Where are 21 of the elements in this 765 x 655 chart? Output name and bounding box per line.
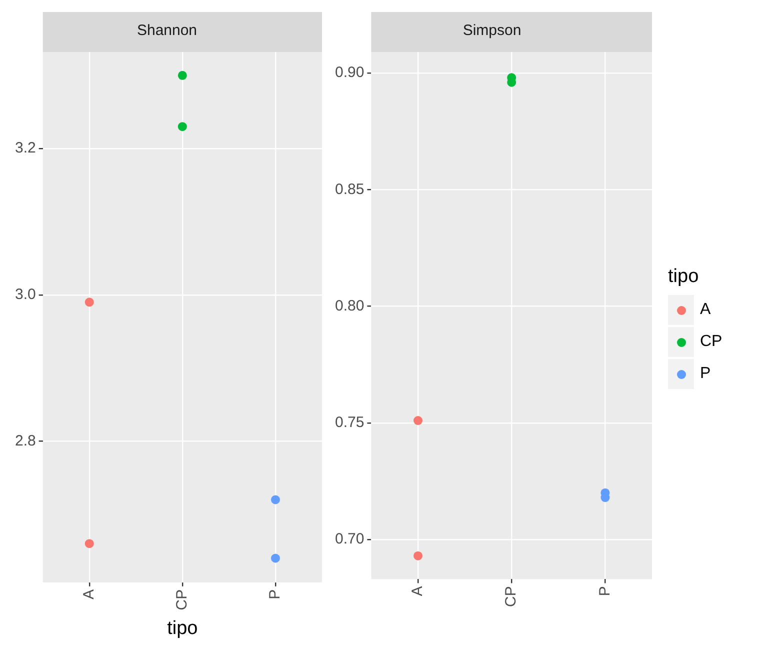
x-tick-label: A [80,589,98,600]
x-tick-label: CP [174,589,191,610]
x-tick-label: A [409,586,426,596]
legend-label: CP [700,333,722,351]
x-axis-title: tipo [167,618,198,639]
y-tick-label: 0.75 [334,414,364,432]
chart-title: Simpson [462,22,522,40]
chart-title: Shannon [136,22,198,40]
y-tick-label: 0.80 [334,297,364,314]
y-tick-label: 0.90 [334,64,364,82]
y-tick-label: 3.0 [14,286,36,304]
legend-title: tipo [668,266,700,288]
y-tick-label: 0.85 [334,180,364,198]
legend-label: P [700,365,711,383]
x-tick-label: CP [502,586,520,608]
x-tick-label: P [596,586,614,596]
y-tick-label: 3.2 [14,140,36,157]
y-tick-label: 0.70 [334,530,364,548]
y-tick-label: 2.8 [14,432,36,450]
x-tick-label: P [266,589,284,600]
legend-label: A [700,301,711,319]
